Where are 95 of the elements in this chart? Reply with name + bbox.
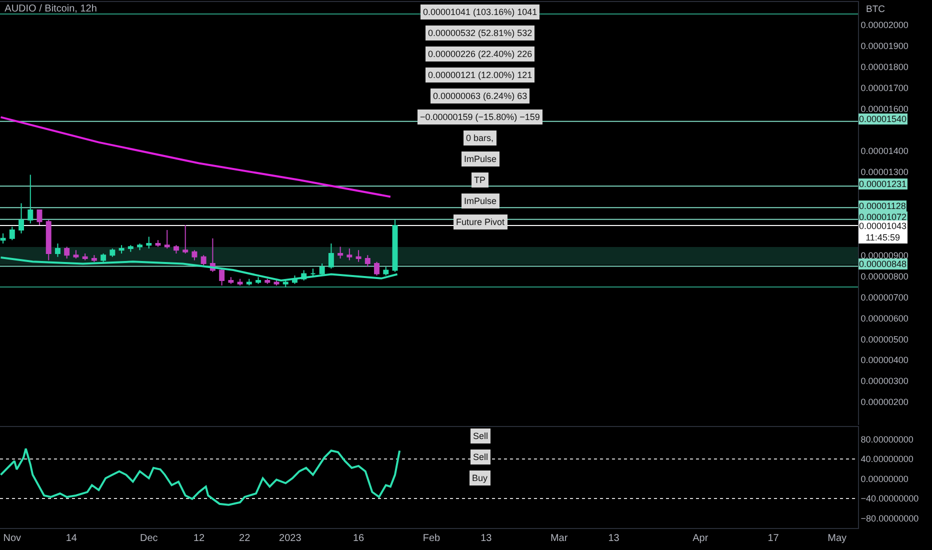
ref-line-label: 0.00000848 xyxy=(859,259,907,269)
candlestick xyxy=(28,174,34,224)
candlestick xyxy=(237,278,243,286)
candlestick xyxy=(46,219,52,261)
candlestick xyxy=(182,224,188,254)
annotation: 0.00000226 (22.40%) 226 xyxy=(428,49,532,59)
annotation: 0.00001041 (103.16%) 1041 xyxy=(423,7,538,17)
annotation: 0.00000063 (6.24%) 63 xyxy=(433,91,528,101)
annotation: ImPulse xyxy=(464,154,497,164)
x-tick-label: 14 xyxy=(66,533,78,544)
candlestick xyxy=(110,248,116,258)
x-tick-label: 13 xyxy=(480,533,492,544)
y-tick-label: 0.00000600 xyxy=(860,313,908,324)
candlestick xyxy=(137,242,142,251)
ref-line-label: 0.00001128 xyxy=(859,201,906,211)
candlestick xyxy=(55,242,60,258)
ref-line-label: 0.00001231 xyxy=(859,179,907,189)
x-tick-label: Feb xyxy=(422,533,441,544)
x-tick-label: 17 xyxy=(768,533,780,544)
y-tick-label: 0.00000000 xyxy=(860,474,908,484)
x-tick-label: Dec xyxy=(140,533,158,544)
annotation: Sell xyxy=(473,431,488,441)
candlestick xyxy=(200,254,206,266)
y-tick-label: 0.00001700 xyxy=(860,83,908,94)
candlestick xyxy=(73,250,79,260)
candlestick xyxy=(0,232,6,244)
candlestick xyxy=(128,244,134,252)
y-tick-label: 0.00001400 xyxy=(860,146,908,156)
candlestick xyxy=(338,246,344,260)
x-tick-label: May xyxy=(828,533,847,544)
y-tick-label: 0.00000700 xyxy=(860,292,908,302)
x-tick-label: 13 xyxy=(608,533,620,544)
candlestick xyxy=(9,226,15,241)
candlestick xyxy=(192,250,198,261)
candlestick xyxy=(374,261,380,276)
ref-line-label: 0.00001072 xyxy=(859,212,907,222)
x-tick-label: Apr xyxy=(692,533,709,544)
ref-line-label: 0.00001540 xyxy=(859,114,907,124)
candlestick xyxy=(264,278,270,284)
annotation: 0.00000121 (12.00%) 121 xyxy=(428,70,532,80)
line-series xyxy=(0,116,392,198)
y-tick-label: 0.00001900 xyxy=(860,41,908,52)
candlestick xyxy=(356,250,362,262)
ref-line-label: 0.00001043 11:45:59 xyxy=(859,221,907,243)
candlestick xyxy=(36,209,42,226)
annotation: TP xyxy=(474,175,486,185)
candlestick xyxy=(91,254,97,262)
y-tick-label: 0.00000800 xyxy=(860,271,908,282)
y-tick-label: 80.00000000 xyxy=(860,434,914,444)
x-tick-label: 2023 xyxy=(279,533,302,544)
candlestick xyxy=(228,276,234,284)
candlestick xyxy=(64,246,70,260)
annotation: Sell xyxy=(473,452,488,462)
line-series xyxy=(0,448,401,506)
y-tick-label: 0.00000500 xyxy=(860,334,908,344)
y-tick-label: −80.00000000 xyxy=(860,513,919,524)
y-tick-label: 0.00000900 xyxy=(860,250,908,261)
candlestick xyxy=(164,230,170,249)
annotation: ImPulse xyxy=(464,196,497,206)
candlestick xyxy=(364,254,370,268)
candlestick xyxy=(246,278,252,286)
candlestick xyxy=(328,242,334,270)
candlestick xyxy=(310,268,316,278)
candlestick xyxy=(383,266,389,276)
x-tick-label: Nov xyxy=(3,533,22,544)
candlestick xyxy=(274,280,280,286)
x-tick-label: Mar xyxy=(550,533,568,544)
candlestick xyxy=(174,244,179,254)
candlestick xyxy=(319,263,325,276)
y-axis-title: BTC xyxy=(866,4,886,15)
y-tick-label: −40.00000000 xyxy=(860,494,919,504)
y-tick-label: 0.00001800 xyxy=(860,62,908,72)
chart-title: AUDIO / Bitcoin, 12h xyxy=(4,3,97,14)
y-tick-label: 40.00000000 xyxy=(860,454,914,464)
annotation: Future Pivot xyxy=(456,217,506,227)
candlestick xyxy=(118,244,124,254)
annotation: Buy xyxy=(472,473,488,483)
y-tick-label: 0.00001300 xyxy=(860,166,908,177)
annotation: 0.00000532 (52.81%) 532 xyxy=(428,28,532,38)
candlestick xyxy=(146,236,152,249)
y-tick-label: 0.00001600 xyxy=(860,104,908,114)
candlestick xyxy=(219,268,225,286)
y-tick-label: 0.00000300 xyxy=(860,376,908,386)
candlestick xyxy=(346,248,352,261)
y-tick-label: 0.00002000 xyxy=(860,20,908,30)
x-tick-label: 16 xyxy=(352,533,365,544)
annotation: 0 bars, xyxy=(466,133,494,143)
candlestick xyxy=(18,202,24,234)
annotation: −0.00000159 (−15.80%) −159 xyxy=(420,112,540,122)
y-tick-label: 0.00000200 xyxy=(860,397,908,408)
candlestick xyxy=(155,240,161,248)
y-tick-label: 0.00000400 xyxy=(860,355,908,366)
x-tick-label: 12 xyxy=(193,533,206,544)
candlestick xyxy=(82,253,88,261)
x-tick-label: 22 xyxy=(239,533,251,544)
